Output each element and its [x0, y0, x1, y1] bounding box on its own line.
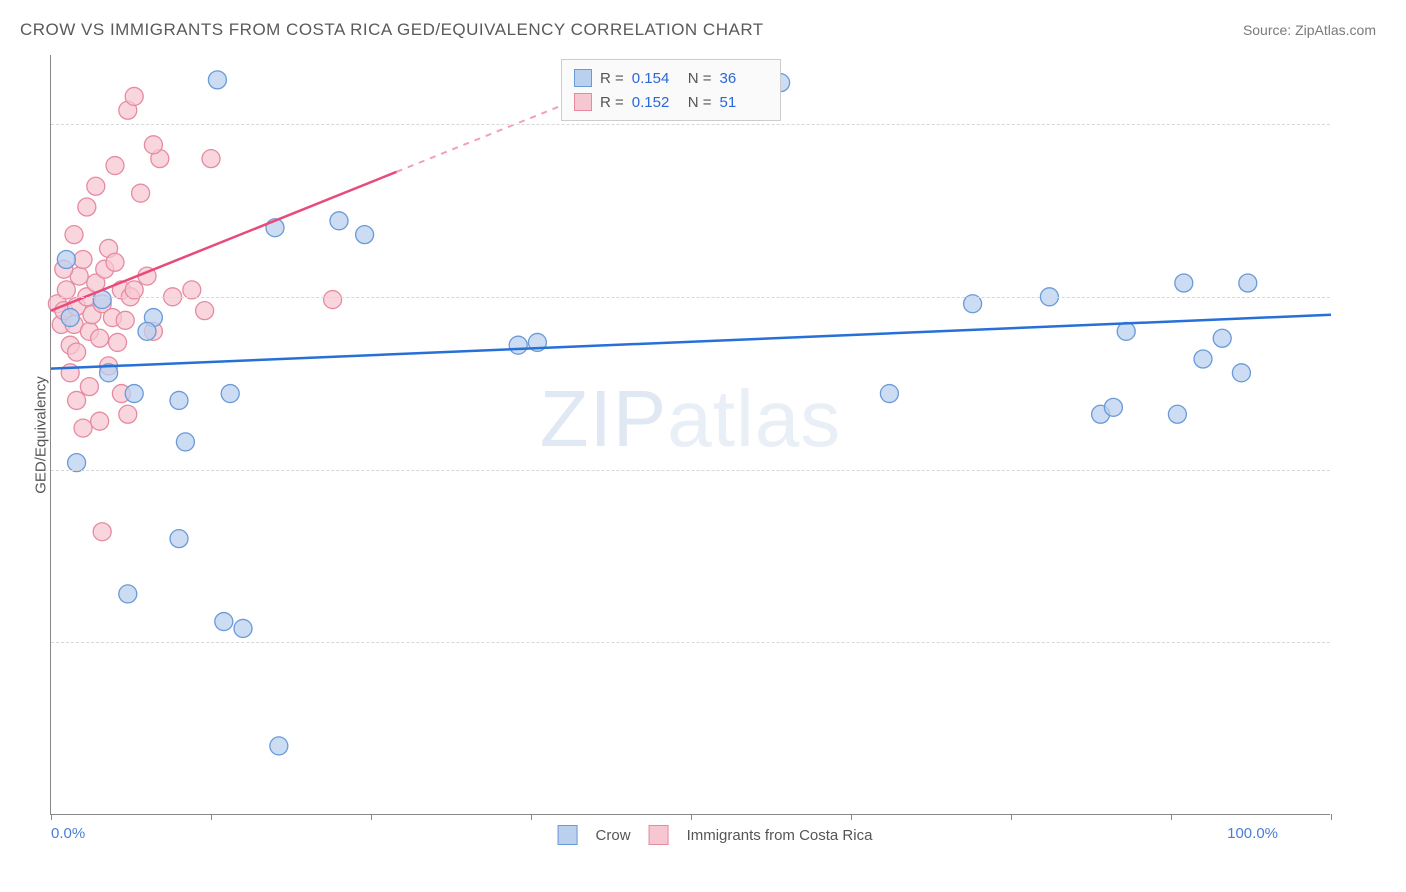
data-point [74, 251, 92, 269]
data-point [356, 226, 374, 244]
data-point [270, 737, 288, 755]
data-point [1168, 405, 1186, 423]
data-point [176, 433, 194, 451]
data-point [215, 613, 233, 631]
data-point [1239, 274, 1257, 292]
x-tick [1011, 814, 1012, 820]
gridline-h [51, 297, 1330, 298]
stats-row: R = 0.152 N = 51 [574, 90, 768, 114]
x-tick [1171, 814, 1172, 820]
x-tick-label-min: 0.0% [51, 825, 85, 842]
x-tick [851, 814, 852, 820]
data-point [170, 530, 188, 548]
y-axis-label: GED/Equivalency [32, 376, 49, 494]
data-point [119, 405, 137, 423]
data-point [74, 419, 92, 437]
n-value: 36 [720, 70, 768, 87]
data-point [68, 343, 86, 361]
legend: Crow Immigrants from Costa Rica [558, 825, 873, 845]
data-point [68, 391, 86, 409]
x-tick [211, 814, 212, 820]
data-point [170, 391, 188, 409]
data-point [78, 198, 96, 216]
n-label: N = [688, 94, 712, 111]
legend-label: Immigrants from Costa Rica [687, 827, 873, 844]
x-tick [51, 814, 52, 820]
stats-row: R = 0.154 N = 36 [574, 66, 768, 90]
chart-area: ZIPatlas 62.5%75.0%87.5%100.0%0.0%100.0%… [50, 55, 1380, 815]
x-tick [691, 814, 692, 820]
gridline-h [51, 642, 1330, 643]
data-point [509, 336, 527, 354]
data-point [196, 302, 214, 320]
n-label: N = [688, 70, 712, 87]
n-value: 51 [720, 94, 768, 111]
data-point [119, 585, 137, 603]
data-point [106, 253, 124, 271]
data-point [221, 385, 239, 403]
data-point [138, 322, 156, 340]
x-tick-label-max: 100.0% [1227, 825, 1278, 842]
data-point [1213, 329, 1231, 347]
data-point [93, 523, 111, 541]
source-label: Source: ZipAtlas.com [1243, 22, 1376, 38]
gridline-h [51, 470, 1330, 471]
r-value: 0.152 [632, 94, 680, 111]
data-point [144, 136, 162, 154]
data-point [91, 412, 109, 430]
data-point [91, 329, 109, 347]
data-point [80, 378, 98, 396]
stats-box: R = 0.154 N = 36 R = 0.152 N = 51 [561, 59, 781, 121]
x-tick [531, 814, 532, 820]
data-point [116, 311, 134, 329]
data-point [1117, 322, 1135, 340]
legend-swatch [558, 825, 578, 845]
r-label: R = [600, 70, 624, 87]
series-swatch [574, 69, 592, 87]
r-value: 0.154 [632, 70, 680, 87]
data-point [324, 291, 342, 309]
data-point [1194, 350, 1212, 368]
data-point [125, 87, 143, 105]
chart-title: CROW VS IMMIGRANTS FROM COSTA RICA GED/E… [20, 20, 764, 40]
data-point [65, 226, 83, 244]
data-point [202, 150, 220, 168]
data-point [109, 333, 127, 351]
data-point [208, 71, 226, 89]
plot-area: ZIPatlas 62.5%75.0%87.5%100.0%0.0%100.0%… [50, 55, 1330, 815]
data-point [1175, 274, 1193, 292]
data-point [132, 184, 150, 202]
data-point [106, 157, 124, 175]
r-label: R = [600, 94, 624, 111]
plot-svg [51, 55, 1331, 815]
data-point [87, 177, 105, 195]
header-bar: CROW VS IMMIGRANTS FROM COSTA RICA GED/E… [0, 0, 1406, 50]
data-point [1104, 398, 1122, 416]
series-swatch [574, 93, 592, 111]
data-point [57, 251, 75, 269]
data-point [1232, 364, 1250, 382]
gridline-h [51, 124, 1330, 125]
legend-swatch [649, 825, 669, 845]
data-point [234, 619, 252, 637]
x-tick [1331, 814, 1332, 820]
data-point [61, 309, 79, 327]
data-point [330, 212, 348, 230]
data-point [125, 385, 143, 403]
legend-label: Crow [596, 827, 631, 844]
x-tick [371, 814, 372, 820]
data-point [880, 385, 898, 403]
trend-line [51, 315, 1331, 369]
y-axis-area: GED/Equivalency [12, 55, 42, 815]
